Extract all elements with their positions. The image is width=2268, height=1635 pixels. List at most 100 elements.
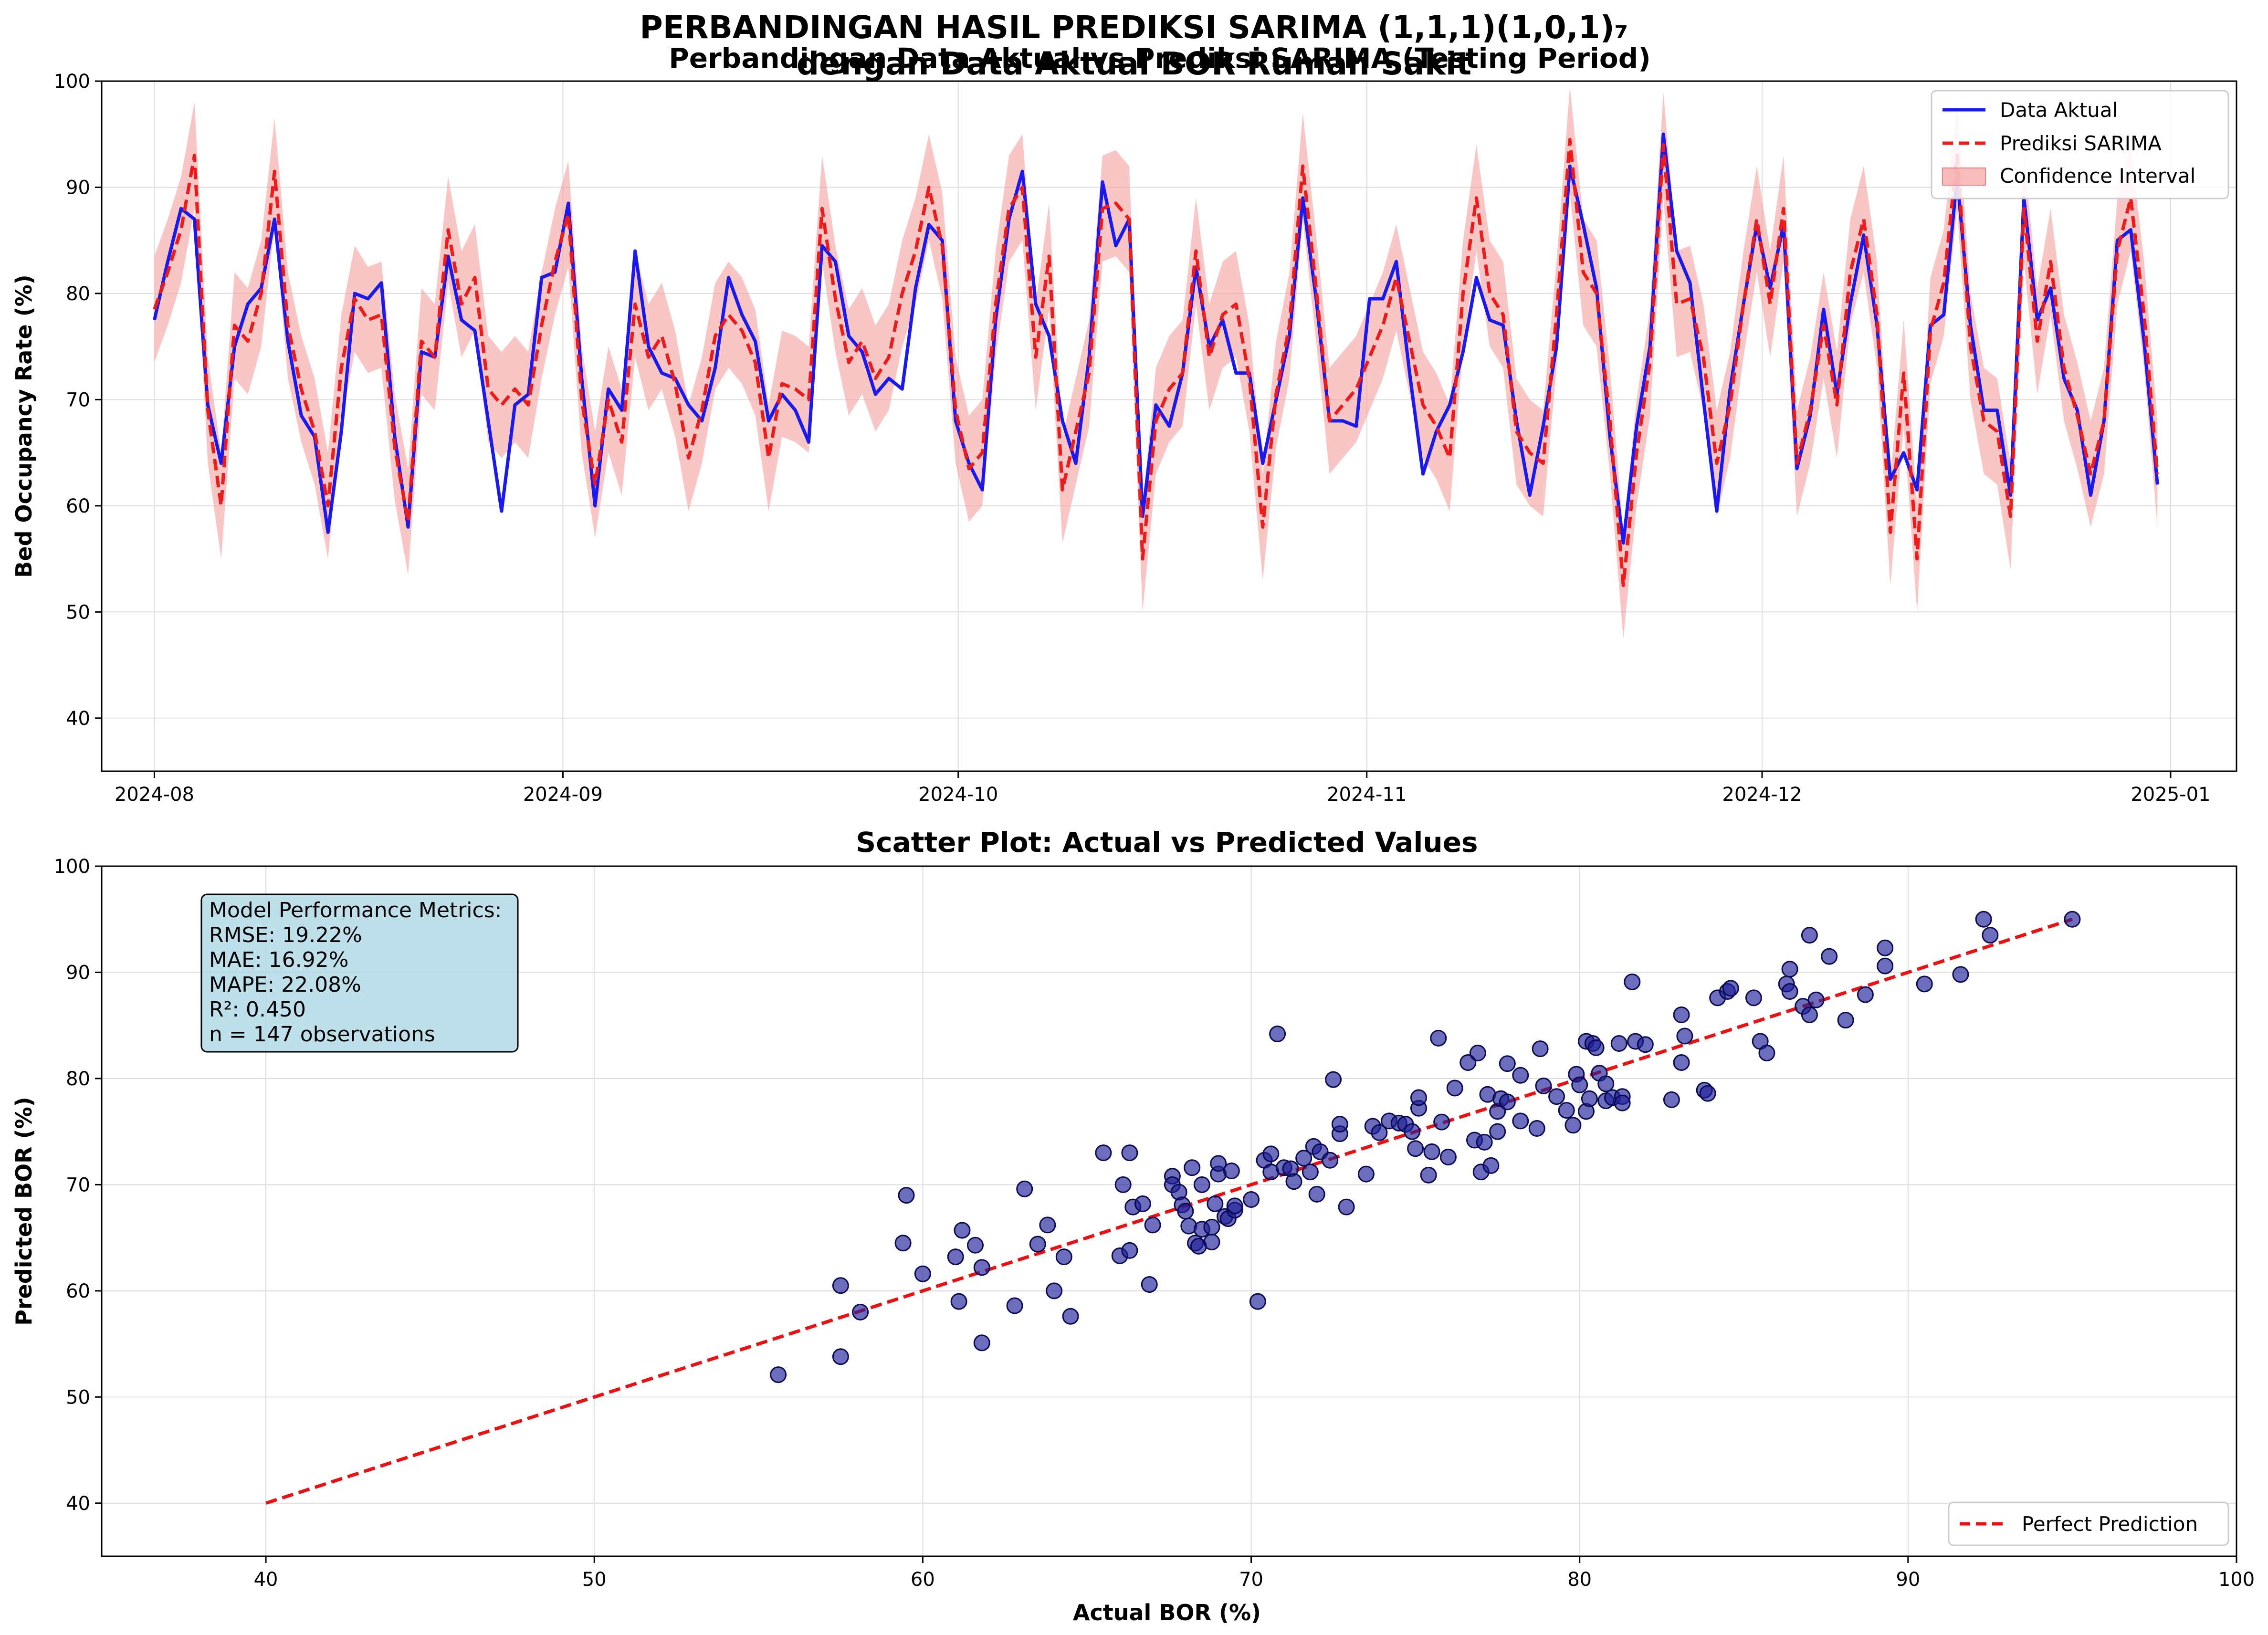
scatter-point [1699, 1085, 1716, 1102]
timeseries-plot: Perbandingan Data Aktual vs Prediksi SAR… [11, 42, 2237, 806]
scatter-point [1781, 961, 1798, 978]
scatter-point [1535, 1077, 1552, 1094]
scatter-point [1558, 1102, 1575, 1119]
perfect-prediction-reference [265, 917, 2073, 1505]
scatter-point [1357, 1165, 1375, 1183]
y-tick-label: 60 [66, 495, 90, 517]
scatter-point [1016, 1180, 1033, 1197]
y-tick-label: 50 [66, 1386, 90, 1408]
legend-frame [1931, 90, 2229, 199]
scatter-point [1801, 1006, 1818, 1023]
scatter-point [1614, 1094, 1631, 1111]
y-tick-label: 70 [66, 1174, 90, 1196]
scatter-point [1624, 973, 1641, 990]
y-tick-label: 80 [66, 283, 90, 305]
scatter-point [1006, 1297, 1023, 1314]
x-tick-label: 50 [582, 1569, 607, 1591]
x-tick-label: 100 [2218, 1569, 2255, 1591]
scatter-point [1758, 1045, 1775, 1062]
scatter-point [1121, 1242, 1138, 1259]
scatter-point [1029, 1236, 1046, 1253]
scatter-point [770, 1366, 787, 1383]
y-tick-label: 100 [54, 856, 90, 878]
scatter-point [1673, 1054, 1690, 1071]
scatter-point [1062, 1308, 1079, 1325]
scatter-point [1134, 1195, 1151, 1212]
scatter-point [1433, 1113, 1450, 1131]
scatter-point [1371, 1124, 1388, 1141]
scatter-point [852, 1303, 869, 1321]
scatter-point [1095, 1144, 1112, 1162]
scatter-point [1781, 983, 1798, 1000]
scatter-axes-frame [101, 865, 2237, 1557]
scatter-point [2064, 911, 2081, 928]
timeseries-axes-frame [101, 80, 2237, 772]
scatter-point [1302, 1163, 1319, 1181]
scatter-point [1177, 1203, 1194, 1220]
scatter-point [1676, 1027, 1693, 1045]
legend-label-predicted: Prediksi SARIMA [2000, 132, 2162, 155]
perfect-prediction-line [265, 917, 2073, 1505]
scatter-point [1193, 1176, 1210, 1193]
legend-label-perfect: Perfect Prediction [2022, 1512, 2198, 1536]
scatter-point [1410, 1089, 1427, 1106]
scatter-point [1423, 1143, 1440, 1160]
scatter-point [1243, 1191, 1260, 1208]
scatter-point [1322, 1152, 1339, 1169]
scatter-point [1184, 1159, 1201, 1176]
y-tick-label: 100 [54, 71, 90, 93]
scatter-point [1528, 1120, 1545, 1137]
y-tick-label: 40 [66, 708, 90, 730]
scatter-point [1663, 1091, 1680, 1108]
scatter-point [1512, 1112, 1529, 1130]
scatter-point [1877, 939, 1894, 956]
scatter-legend: Perfect Prediction [1948, 1501, 2229, 1546]
metric-mape: MAPE: 22.08% [209, 973, 361, 997]
scatter-point [1046, 1282, 1063, 1300]
x-tick-label: 80 [1567, 1569, 1592, 1591]
scatter-point [1597, 1075, 1615, 1092]
scatter-point [1404, 1123, 1421, 1140]
x-tick-label: 2025-01 [2131, 784, 2210, 806]
scatter-point [1637, 1036, 1654, 1053]
scatter-point [1121, 1144, 1138, 1162]
y-tick-label: 50 [66, 601, 90, 623]
scatter-point [1338, 1198, 1355, 1216]
metrics-box-frame [200, 893, 519, 1053]
scatter-point [1207, 1195, 1224, 1212]
scatter-point [1499, 1055, 1516, 1072]
scatter-points [770, 911, 2081, 1383]
scatter-point [1446, 1080, 1463, 1097]
timeseries-y-axis-label: Bed Occupancy Rate (%) [11, 274, 37, 577]
scatter-point [1430, 1029, 1447, 1047]
metric-mae: MAE: 16.92% [209, 948, 348, 972]
timeseries-lines [153, 132, 2159, 587]
legend-frame-bottom [1948, 1501, 2229, 1546]
y-tick-label: 70 [66, 389, 90, 411]
metric-rmse: RMSE: 19.22% [209, 923, 362, 947]
scatter-point [1141, 1276, 1158, 1293]
scatter-point [1039, 1216, 1056, 1234]
timeseries-legend: Data Aktual Prediksi SARIMA Confidence I… [1931, 90, 2229, 199]
scatter-point [1325, 1071, 1342, 1088]
scatter-point [1821, 948, 1838, 965]
scatter-point [1673, 1006, 1690, 1023]
scatter-point [1982, 927, 1999, 944]
scatter-point [1548, 1088, 1565, 1105]
scatter-point [1295, 1150, 1312, 1167]
x-tick-label: 40 [254, 1569, 278, 1591]
scatter-point [1203, 1218, 1220, 1236]
scatter-point [973, 1334, 990, 1352]
scatter-point [1722, 980, 1739, 997]
timeseries-y-ticks: 40 50 60 70 80 90 100 [54, 71, 102, 730]
x-tick-label: 2024-09 [523, 784, 603, 806]
x-tick-label: 60 [911, 1569, 935, 1591]
scatter-plot: Scatter Plot: Actual vs Predicted Values… [11, 826, 2255, 1625]
metric-r2: R²: 0.450 [209, 997, 306, 1022]
scatter-point [1269, 1025, 1286, 1042]
scatter-point [1877, 957, 1894, 975]
scatter-point [1482, 1157, 1500, 1174]
scatter-point [832, 1348, 849, 1365]
